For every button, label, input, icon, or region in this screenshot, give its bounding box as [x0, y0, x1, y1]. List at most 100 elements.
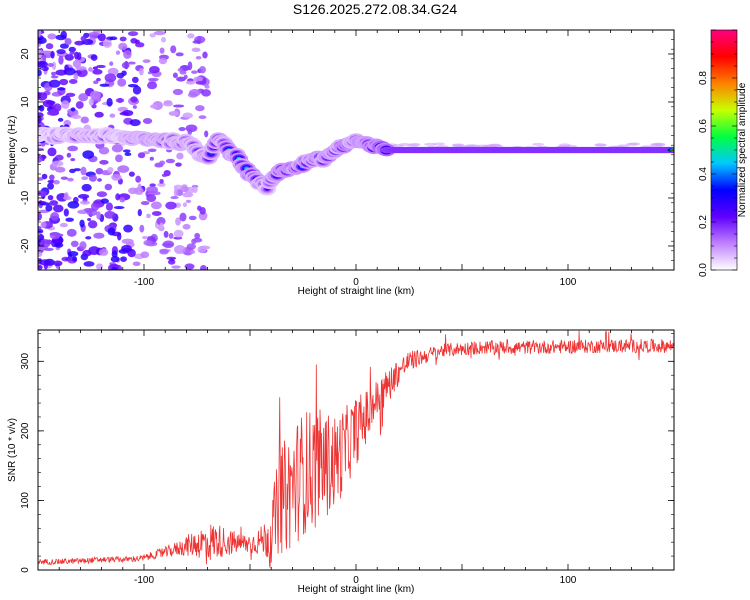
spectrogram-noise-blob [201, 89, 211, 97]
spectrogram-noise-blob [47, 33, 57, 40]
snr-y-tick-0: 0 [20, 567, 31, 573]
spectrogram-noise-blob [195, 56, 202, 60]
spectrogram-noise-blob [48, 79, 61, 88]
snr-panel: -100 0 100 Height of straight line (km) … [7, 329, 675, 595]
spectrogram-noise-blob [38, 30, 42, 37]
spectrogram-noise-blob [180, 186, 189, 193]
spectrogram-noise-blob [190, 250, 196, 254]
spectrogram-noise-blob [64, 38, 72, 46]
spectrogram-noise-blob [118, 42, 128, 51]
spectrogram-noise-blob [70, 107, 76, 112]
spectrogram-noise-blob [132, 85, 142, 95]
spectrogram-noise-blob [127, 31, 139, 37]
spectrogram-noise-blob [97, 178, 102, 182]
spectrogram-noise-blob [149, 183, 156, 187]
spectrogram-noise-blob [187, 33, 195, 39]
spectrogram-noise-blob [110, 255, 120, 263]
spectrogram-noise-blob [65, 217, 74, 222]
spectrogram-noise-blob [650, 142, 663, 146]
snr-x-tick-m100: -100 [134, 575, 154, 586]
spectrogram-noise-blob [165, 201, 177, 210]
spectrogram-noise-blob [149, 65, 160, 74]
spectrogram-noise-blob [142, 117, 153, 124]
spectrogram-noise-blob [140, 251, 150, 259]
spectrogram-noise-blob [71, 114, 82, 119]
spectrogram-noise-blob [57, 87, 66, 91]
spectrogram-noise-blob [90, 54, 98, 61]
spectrogram-noise-blob [47, 110, 60, 116]
spectrogram-noise-blob [179, 212, 187, 222]
spectrogram-noise-blob [168, 232, 174, 239]
spectrogram-noise-blob [128, 171, 135, 177]
spectrogram-noise-blob [135, 175, 142, 183]
spectrogram-noise-blob [158, 57, 168, 65]
spectrogram-noise-blob [67, 145, 78, 152]
spectrogram-noise-blob [198, 115, 207, 120]
spectrogram-noise-blob [60, 30, 67, 39]
snr-x-tick-100: 100 [560, 575, 577, 586]
spectrogram-noise-blob [153, 30, 166, 36]
spectrogram-noise-blob [176, 76, 186, 82]
spectrogram-noise-blob [38, 155, 43, 163]
spectrogram-noise-blob [391, 144, 404, 148]
spectrogram-noise-blob [65, 92, 76, 98]
spectrogram-noise-blob [38, 251, 43, 257]
colorbar-tick-0-4: 0.4 [698, 167, 709, 181]
spectrogram-noise-blob [66, 152, 72, 158]
spectrogram-noise-blob [98, 146, 110, 155]
spectrogram-noise-blob [47, 194, 54, 201]
spectrogram-noise-blob [79, 219, 85, 228]
spectrogram-noise-blob [188, 89, 201, 97]
spectrogram-noise-blob [130, 96, 138, 103]
spectrogram-noise-blob [147, 148, 157, 153]
spectrogram-noise-blob [111, 267, 118, 270]
snr-plot-area [38, 330, 674, 570]
spectrogram-noise-blob [88, 98, 94, 106]
spectrogram-noise-blob [93, 200, 101, 205]
spectrogram-noise-blob [67, 201, 80, 209]
spectrogram-noise-layer [38, 30, 674, 270]
spectrogram-y-tick-0: 0 [20, 147, 31, 153]
spectrogram-noise-blob [204, 84, 210, 89]
spectrogram-noise-blob [162, 240, 175, 249]
spectrogram-noise-blob [157, 182, 166, 187]
spectrogram-noise-blob [162, 101, 174, 107]
spectrogram-noise-blob [72, 256, 78, 262]
spectrogram-noise-blob [150, 104, 158, 109]
spectrogram-noise-blob [111, 144, 124, 153]
spectrogram-noise-blob [135, 42, 145, 48]
spectrogram-noise-blob [173, 104, 185, 108]
spectrogram-noise-blob [140, 200, 150, 206]
spectrogram-noise-blob [107, 67, 119, 76]
spectrogram-x-tick-m100: -100 [134, 277, 154, 288]
spectrogram-y-tick-m20: -20 [20, 238, 31, 253]
spectrogram-noise-blob [182, 112, 193, 119]
spectrogram-noise-blob [88, 246, 100, 255]
spectrogram-noise-blob [38, 228, 44, 234]
spectrogram-noise-blob [50, 50, 55, 59]
spectrogram-noise-blob [45, 204, 53, 212]
spectrogram-noise-blob [165, 158, 176, 164]
spectrogram-noise-blob [200, 265, 207, 270]
spectrogram-noise-blob [102, 39, 112, 48]
spectrogram-noise-blob [64, 64, 69, 72]
spectrogram-noise-blob [138, 68, 144, 76]
spectrogram-noise-blob [38, 265, 43, 270]
spectrogram-noise-blob [74, 51, 80, 60]
spectrogram-noise-blob [89, 90, 101, 100]
spectrogram-noise-blob [195, 80, 207, 85]
spectrogram-noise-blob [38, 92, 48, 101]
spectrogram-noise-blob [38, 104, 45, 112]
snr-x-label: Height of straight line (km) [298, 584, 415, 595]
spectrogram-y-tick-m10: -10 [20, 190, 31, 205]
spectrogram-noise-blob [52, 103, 62, 112]
spectrogram-noise-blob [137, 152, 146, 159]
colorbar: 0.0 0.2 0.4 0.6 0.8 Normalized spectral … [698, 29, 748, 277]
spectrogram-noise-blob [51, 160, 64, 167]
spectrogram-noise-blob [132, 105, 137, 109]
spectrogram-noise-blob [66, 228, 77, 237]
spectrogram-noise-blob [115, 98, 125, 103]
spectrogram-noise-blob [149, 156, 154, 161]
spectrogram-x-label: Height of straight line (km) [298, 286, 415, 297]
